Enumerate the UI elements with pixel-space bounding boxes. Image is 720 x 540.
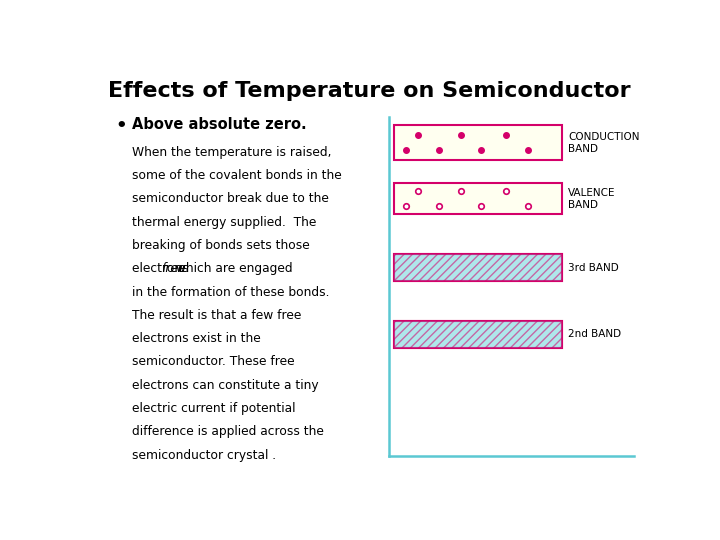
Text: breaking of bonds sets those: breaking of bonds sets those	[132, 239, 310, 252]
Bar	[394, 321, 562, 348]
Text: semiconductor crystal .: semiconductor crystal .	[132, 449, 276, 462]
Text: semiconductor. These free: semiconductor. These free	[132, 355, 294, 368]
Text: 3rd BAND: 3rd BAND	[568, 262, 619, 273]
Bar	[394, 254, 562, 281]
Bar	[394, 183, 562, 214]
Text: Effects of Temperature on Semiconductor: Effects of Temperature on Semiconductor	[108, 82, 630, 102]
Text: The result is that a few free: The result is that a few free	[132, 309, 301, 322]
Text: When the temperature is raised,: When the temperature is raised,	[132, 146, 331, 159]
Text: which are engaged: which are engaged	[173, 262, 293, 275]
Text: electrons: electrons	[132, 262, 192, 275]
Text: electrons exist in the: electrons exist in the	[132, 332, 261, 345]
Text: free: free	[161, 262, 185, 275]
Text: difference is applied across the: difference is applied across the	[132, 426, 324, 438]
Bar	[394, 254, 562, 281]
Bar	[394, 321, 562, 348]
Text: VALENCE
BAND: VALENCE BAND	[568, 188, 616, 210]
Text: •: •	[115, 117, 127, 135]
Text: electric current if potential: electric current if potential	[132, 402, 295, 415]
Bar	[394, 125, 562, 160]
Text: in the formation of these bonds.: in the formation of these bonds.	[132, 286, 329, 299]
Text: thermal energy supplied.  The: thermal energy supplied. The	[132, 216, 316, 229]
Text: electrons can constitute a tiny: electrons can constitute a tiny	[132, 379, 318, 392]
Text: 2nd BAND: 2nd BAND	[568, 329, 621, 339]
Text: some of the covalent bonds in the: some of the covalent bonds in the	[132, 169, 341, 182]
Text: CONDUCTION
BAND: CONDUCTION BAND	[568, 132, 639, 153]
Text: semiconductor break due to the: semiconductor break due to the	[132, 192, 329, 205]
Text: Above absolute zero.: Above absolute zero.	[132, 117, 307, 132]
